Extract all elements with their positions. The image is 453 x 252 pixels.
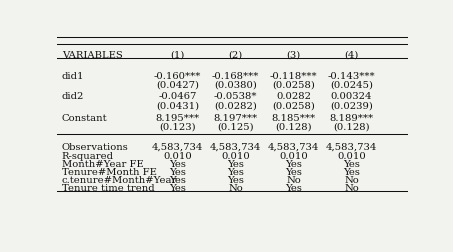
Text: 0.010: 0.010 xyxy=(222,151,250,161)
Text: 0.010: 0.010 xyxy=(164,151,192,161)
Text: (4): (4) xyxy=(344,51,359,60)
Text: Yes: Yes xyxy=(169,168,186,177)
Text: (3): (3) xyxy=(286,51,301,60)
Text: No: No xyxy=(344,176,359,185)
Text: No: No xyxy=(286,176,301,185)
Text: 4,583,734: 4,583,734 xyxy=(152,143,203,152)
Text: Yes: Yes xyxy=(343,168,360,177)
Text: R-squared: R-squared xyxy=(62,151,114,161)
Text: VARIABLES: VARIABLES xyxy=(62,51,123,60)
Text: 4,583,734: 4,583,734 xyxy=(210,143,261,152)
Text: Yes: Yes xyxy=(169,184,186,193)
Text: -0.0538*: -0.0538* xyxy=(214,92,257,101)
Text: 0.010: 0.010 xyxy=(279,151,308,161)
Text: Yes: Yes xyxy=(227,168,244,177)
Text: (0.0258): (0.0258) xyxy=(272,101,315,110)
Text: Tenure time trend: Tenure time trend xyxy=(62,184,154,193)
Text: 8.185***: 8.185*** xyxy=(271,114,316,123)
Text: Yes: Yes xyxy=(227,160,244,169)
Text: Observations: Observations xyxy=(62,143,129,152)
Text: -0.168***: -0.168*** xyxy=(212,72,260,81)
Text: Month#Year FE: Month#Year FE xyxy=(62,160,144,169)
Text: 8.189***: 8.189*** xyxy=(329,114,374,123)
Text: -0.118***: -0.118*** xyxy=(270,72,318,81)
Text: No: No xyxy=(228,184,243,193)
Text: -0.160***: -0.160*** xyxy=(154,72,202,81)
Text: c.tenure#Month#Year: c.tenure#Month#Year xyxy=(62,176,177,185)
Text: (0.0258): (0.0258) xyxy=(272,81,315,90)
Text: 4,583,734: 4,583,734 xyxy=(326,143,377,152)
Text: (0.0431): (0.0431) xyxy=(156,101,199,110)
Text: (0.0427): (0.0427) xyxy=(156,81,199,90)
Text: (1): (1) xyxy=(171,51,185,60)
Text: (0.125): (0.125) xyxy=(217,122,254,131)
Text: Yes: Yes xyxy=(343,160,360,169)
Text: (0.0282): (0.0282) xyxy=(214,101,257,110)
Text: Yes: Yes xyxy=(285,184,302,193)
Text: (0.128): (0.128) xyxy=(333,122,370,131)
Text: Yes: Yes xyxy=(285,168,302,177)
Text: No: No xyxy=(344,184,359,193)
Text: 8.195***: 8.195*** xyxy=(156,114,200,123)
Text: (2): (2) xyxy=(229,51,243,60)
Text: Yes: Yes xyxy=(169,176,186,185)
Text: (0.128): (0.128) xyxy=(275,122,312,131)
Text: Yes: Yes xyxy=(227,176,244,185)
Text: Tenure#Month FE: Tenure#Month FE xyxy=(62,168,157,177)
Text: (0.0245): (0.0245) xyxy=(330,81,373,90)
Text: 0.010: 0.010 xyxy=(337,151,366,161)
Text: 0.0282: 0.0282 xyxy=(276,92,311,101)
Text: (0.0380): (0.0380) xyxy=(214,81,257,90)
Text: Yes: Yes xyxy=(169,160,186,169)
Text: -0.0467: -0.0467 xyxy=(159,92,197,101)
Text: Constant: Constant xyxy=(62,114,107,123)
Text: 8.197***: 8.197*** xyxy=(214,114,258,123)
Text: did1: did1 xyxy=(62,72,84,81)
Text: 0.00324: 0.00324 xyxy=(331,92,372,101)
Text: (0.0239): (0.0239) xyxy=(330,101,373,110)
Text: did2: did2 xyxy=(62,92,84,101)
Text: 4,583,734: 4,583,734 xyxy=(268,143,319,152)
Text: -0.143***: -0.143*** xyxy=(328,72,376,81)
Text: (0.123): (0.123) xyxy=(159,122,196,131)
Text: Yes: Yes xyxy=(285,160,302,169)
